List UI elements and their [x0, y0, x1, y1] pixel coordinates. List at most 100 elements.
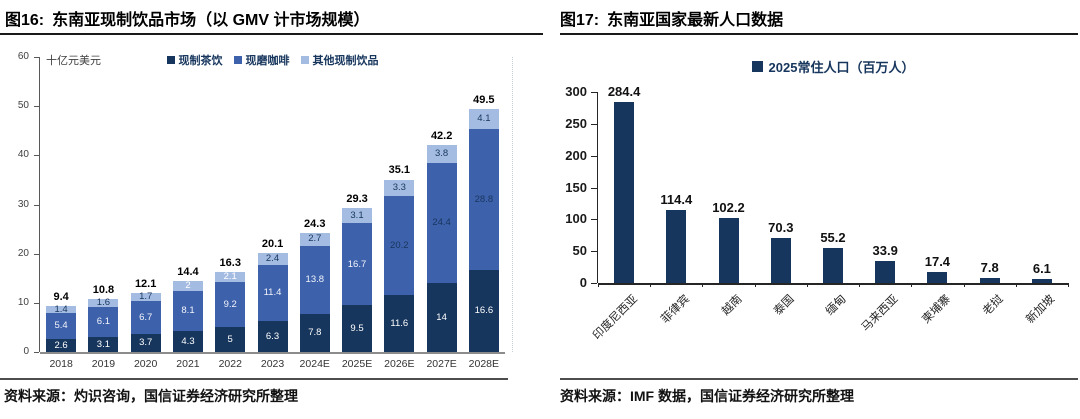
stacked-bar: 6.3 11.4 2.4 [257, 253, 288, 352]
x-axis-label: 新加坡 [1024, 293, 1058, 327]
figure-16-panel: 图16: 东南亚现制饮品市场（以 GMV 计市场规模） 十亿元美元 现制茶饮 现磨咖… [0, 6, 543, 404]
bar-segment: 3.8 [426, 144, 457, 164]
y-tick-label: 300 [565, 84, 587, 99]
legend-swatch-icon [233, 56, 242, 64]
bar-segment: 2.1 [215, 272, 246, 283]
x-axis-label: 2027E [426, 358, 457, 370]
stacked-bar: 4.3 8.1 2 [173, 281, 203, 352]
y-tick [591, 155, 597, 157]
y-unit-label: 十亿元美元 [46, 55, 101, 67]
figure-17-title-text: 东南亚国家最新人口数据 [607, 12, 784, 29]
y-tick-label: 200 [565, 147, 587, 163]
x-axis-label: 2022 [218, 358, 242, 370]
x-axis-line [598, 283, 1068, 285]
bar-value-label: 7.8 [980, 260, 999, 275]
stacked-bar: 3.1 6.1 1.6 [88, 298, 119, 352]
y-axis-line [597, 92, 598, 283]
bar-segment: 6.1 [88, 306, 119, 337]
bar-total-label: 14.4 [177, 266, 199, 279]
bar-total-label: 9.4 [53, 290, 69, 303]
x-minor-tick [1015, 283, 1017, 287]
figure-17-source-note: 资料来源：IMF 数据，国信证券经济研究所整理 [560, 388, 854, 404]
x-minor-tick [911, 283, 913, 287]
y-tick [591, 219, 597, 221]
bar-total-label: 24.3 [304, 217, 326, 230]
bar-segment: 3.3 [384, 179, 415, 196]
y-tick [34, 106, 39, 108]
bar-segment: 6.3 [257, 321, 288, 352]
x-axis-label: 菲律宾 [659, 293, 692, 327]
figure-16-title: 图16: 东南亚现制饮品市场（以 GMV 计市场规模） [5, 6, 369, 30]
bar [979, 278, 1000, 283]
legend-swatch-icon [300, 56, 309, 64]
bar-segment: 11.6 [384, 295, 415, 352]
bar-segment: 1.6 [88, 298, 119, 307]
bar-segment: 5 [215, 327, 246, 352]
bar-segment: 7.8 [299, 313, 330, 352]
bar-total-label: 16.3 [219, 256, 241, 269]
y-tick-label: 150 [565, 179, 587, 195]
bar [875, 261, 896, 283]
stacked-bar: 2.6 5.4 1.4 [46, 304, 77, 352]
y-tick-label: 60 [17, 51, 29, 62]
x-minor-tick [650, 283, 652, 287]
bar-value-label: 284.4 [607, 83, 641, 99]
bar-segment: 3.7 [130, 333, 161, 352]
x-axis-label: 2024E [299, 358, 330, 370]
bar-segment: 2.4 [257, 253, 288, 265]
y-tick-label: 30 [17, 198, 29, 210]
legend: 现制茶饮 现磨咖啡 其他现制饮品 [40, 52, 505, 68]
x-axis-label: 2023 [260, 358, 285, 370]
population-bar-chart: 2025常住人口（百万人） 0 50 100 150 200 250 300 284.4 印度尼西… [560, 45, 1080, 375]
figure-17-title: 图17: 东南亚国家最新人口数据 [560, 6, 783, 30]
figure-16-title-rule [0, 33, 543, 35]
x-minor-tick [1068, 283, 1069, 287]
legend-label: 现制茶饮 [178, 55, 223, 67]
bar-segment: 3.1 [88, 336, 119, 352]
y-tick [34, 352, 39, 353]
y-tick [591, 283, 597, 284]
y-tick [34, 155, 39, 157]
dotted-divider [512, 57, 513, 352]
y-tick-label: 50 [17, 100, 29, 112]
y-tick [591, 187, 597, 189]
legend-item: 现制茶饮 [166, 52, 223, 68]
y-tick [34, 57, 39, 58]
bar-value-label: 33.9 [872, 243, 898, 259]
bar-total-label: 29.3 [346, 192, 368, 205]
y-tick-label: 40 [17, 149, 29, 161]
legend-item: 现磨咖啡 [233, 52, 290, 68]
y-tick [34, 253, 39, 255]
x-axis-label: 柬埔寨 [920, 293, 954, 327]
stacked-bar: 11.6 20.2 3.3 [384, 179, 415, 352]
x-minor-tick [754, 283, 756, 287]
bar-segment: 4.3 [173, 330, 203, 352]
bar [770, 238, 791, 283]
bar-total-label: 42.2 [430, 129, 453, 142]
x-axis-label: 2019 [91, 358, 116, 370]
x-axis-label: 2026E [384, 358, 415, 370]
stacked-bar: 9.5 16.7 3.1 [342, 208, 372, 352]
y-tick [591, 92, 597, 93]
bar-value-label: 6.1 [1032, 261, 1051, 277]
bar-value-label: 70.3 [768, 220, 794, 236]
bar-segment: 9.2 [215, 282, 246, 328]
legend-swatch-icon [166, 56, 175, 64]
y-tick-label: 0 [579, 275, 587, 290]
stacked-bar: 3.7 6.7 1.7 [130, 292, 161, 352]
bar-segment: 3.1 [342, 208, 372, 224]
bar-total-label: 20.1 [261, 238, 284, 251]
bar-value-label: 102.2 [712, 199, 745, 215]
figure-16-title-text: 东南亚现制饮品市场（以 GMV 计市场规模） [52, 12, 370, 29]
x-axis-label: 老挝 [980, 293, 1006, 318]
x-minor-tick [859, 283, 861, 287]
bar [823, 247, 843, 283]
bar-segment: 16.7 [342, 223, 372, 306]
x-axis-label: 2020 [133, 358, 158, 370]
bar-segment: 2.6 [46, 339, 77, 352]
x-minor-tick [598, 283, 599, 287]
bar-segment: 9.5 [342, 305, 372, 352]
y-tick-label: 10 [17, 296, 29, 308]
legend-swatch-icon [751, 61, 763, 72]
bar-total-label: 35.1 [388, 164, 411, 177]
